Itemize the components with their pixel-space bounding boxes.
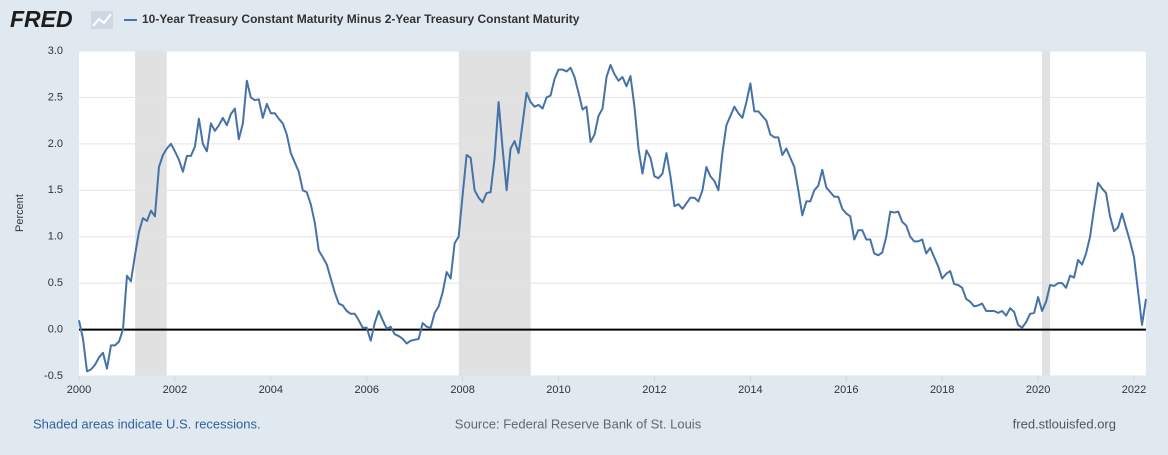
y-tick-label: -0.5 (44, 370, 63, 382)
x-tick-label: 2010 (546, 384, 570, 396)
recession-band (135, 51, 167, 376)
y-tick-label: 0.5 (48, 277, 63, 289)
recession-band (1041, 51, 1051, 376)
y-tick-label: 1.5 (48, 184, 63, 196)
x-tick-label: 2006 (354, 384, 378, 396)
y-tick-label: 2.0 (48, 138, 63, 150)
footer-source: Source: Federal Reserve Bank of St. Loui… (455, 416, 702, 431)
logo-icon (91, 11, 113, 29)
footer-note: Shaded areas indicate U.S. recessions. (33, 416, 261, 431)
x-tick-label: 2018 (930, 384, 954, 396)
x-tick-label: 2002 (163, 384, 187, 396)
y-axis-label: Percent (14, 194, 26, 232)
footer-url: fred.stlouisfed.org (1013, 416, 1116, 431)
y-tick-label: 2.5 (48, 91, 63, 103)
x-tick-label: 2004 (259, 384, 283, 396)
series-line (78, 63, 1147, 373)
logo: FRED (10, 6, 73, 32)
y-tick-label: 1.0 (48, 231, 63, 243)
y-tick-label: 0.0 (48, 323, 63, 335)
x-tick-label: 2012 (642, 384, 666, 396)
x-tick-label: 2022 (1122, 384, 1146, 396)
plot-area (79, 51, 1146, 376)
x-tick-label: 2014 (738, 384, 762, 396)
x-tick-label: 2016 (834, 384, 858, 396)
legend-label: 10-Year Treasury Constant Maturity Minus… (142, 12, 580, 26)
x-tick-label: 2020 (1026, 384, 1050, 396)
y-tick-label: 3.0 (48, 45, 63, 57)
x-tick-label: 2000 (67, 384, 91, 396)
x-tick-label: 2008 (450, 384, 474, 396)
recession-band (458, 51, 531, 376)
